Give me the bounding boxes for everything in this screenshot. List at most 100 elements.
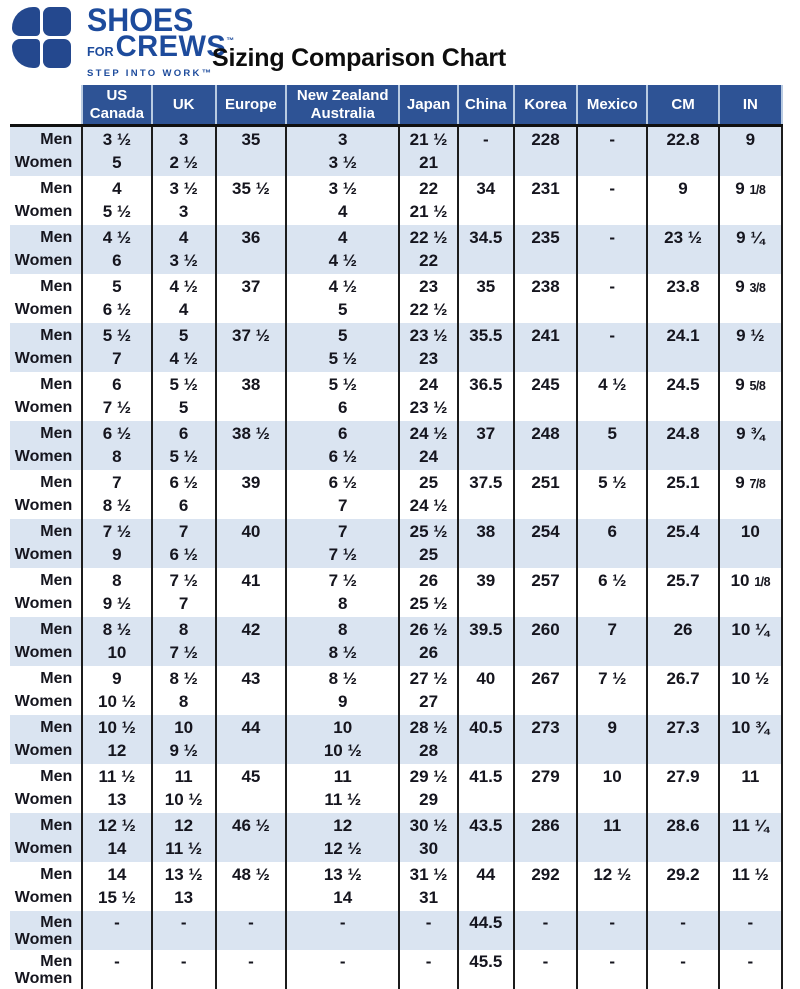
column-header-cm: CM <box>646 85 720 127</box>
women-value <box>720 932 781 950</box>
women-value: 27 <box>419 692 439 711</box>
cell-korea: 245 <box>512 372 578 421</box>
women-value <box>459 740 513 764</box>
women-value: 5 ½ <box>169 447 198 466</box>
column-header-new-zealand-australia: New Zealand Australia <box>285 85 401 127</box>
cell-cm: 25.7 <box>646 568 719 617</box>
women-value: 28 <box>419 741 439 760</box>
men-value: 9 1/8 <box>735 179 766 198</box>
cell-korea: 273 <box>512 715 578 764</box>
men-value: 4 <box>112 179 122 198</box>
row-label: Men Women <box>10 470 82 519</box>
women-value <box>459 932 513 950</box>
row-label-women: Women <box>14 693 73 710</box>
row-label: Men Women <box>10 176 82 225</box>
women-value: 6 <box>338 398 348 417</box>
cell-japan: - <box>398 911 458 950</box>
cell-korea: 235 <box>512 225 578 274</box>
women-value <box>459 152 513 176</box>
row-label-women: Women <box>14 350 73 367</box>
women-value <box>648 152 717 176</box>
row-label: Men Women <box>10 225 82 274</box>
men-value: - <box>680 913 686 932</box>
cell-mexico: 5 ½ <box>576 470 648 519</box>
men-value: 7 <box>607 620 617 639</box>
row-label-women: Women <box>14 497 73 514</box>
row-label: Men Women <box>10 126 82 177</box>
men-value: 8 ½ <box>102 620 132 639</box>
cell-cm: - <box>646 950 719 989</box>
women-value <box>217 838 285 862</box>
women-value: 5 ½ <box>328 349 357 368</box>
men-value: 45 <box>241 767 261 786</box>
women-value <box>578 152 646 176</box>
women-value <box>515 691 576 715</box>
men-value: 29 ½ <box>409 767 448 786</box>
women-value: 9 ½ <box>102 594 132 613</box>
men-value: 4 <box>178 228 189 247</box>
women-value <box>515 299 576 323</box>
cell-korea: 251 <box>512 470 578 519</box>
women-value: 10 ½ <box>323 741 362 760</box>
cell-korea: 248 <box>512 421 578 470</box>
women-value <box>720 152 781 176</box>
row-label-men: Men <box>40 670 73 687</box>
cell-china: 38 <box>456 519 514 568</box>
women-value <box>459 789 513 813</box>
cell-japan: 26 ½ 26 <box>398 617 458 666</box>
women-value <box>515 887 576 911</box>
women-value: 7 <box>338 496 348 515</box>
women-value: 12 ½ <box>323 839 362 858</box>
men-value: 5 ½ <box>169 375 198 394</box>
cell-cm: 24.8 <box>646 421 719 470</box>
women-value <box>515 740 576 764</box>
cell-japan: 24 ½ 24 <box>398 421 458 470</box>
sizing-comparison-table: US Canada UK Europe New Zealand Australia Japa… <box>10 85 784 989</box>
men-value: 12 <box>174 816 194 835</box>
women-value <box>578 971 646 989</box>
men-value: 9 ¼ <box>736 228 765 247</box>
cell-mexico: 6 <box>576 519 648 568</box>
cell-china: 37.5 <box>456 470 514 519</box>
cell-us-canada: 10 ½ 12 <box>81 715 152 764</box>
men-value: 11 <box>741 767 760 786</box>
men-value: 3 <box>338 130 348 149</box>
women-value <box>648 299 717 323</box>
men-value: 5 <box>338 326 348 345</box>
men-value: 5 <box>112 277 122 296</box>
row-label-women: Women <box>14 399 73 416</box>
men-value: 8 <box>112 571 122 590</box>
men-value: 9 ¾ <box>736 424 765 443</box>
cell-china: 39.5 <box>456 617 514 666</box>
men-value: 257 <box>531 571 560 590</box>
logo-word-crews: CREWS <box>115 30 227 63</box>
women-value <box>648 838 717 862</box>
women-value <box>217 201 285 225</box>
women-value <box>648 544 717 568</box>
men-value: - <box>339 952 346 971</box>
cell-japan: 25 ½ 25 <box>398 519 458 568</box>
men-value: 7 ½ <box>169 571 198 590</box>
cell-new-zealand-australia: 12 12 ½ <box>285 813 400 862</box>
row-label: Men Women <box>10 519 82 568</box>
women-value <box>720 201 781 225</box>
men-value: 44 <box>241 718 261 737</box>
men-value: 6 <box>178 424 189 443</box>
row-label-women: Women <box>14 595 73 612</box>
women-value: 7 ½ <box>169 643 198 662</box>
women-value <box>648 932 717 950</box>
women-value: 22 <box>419 251 439 270</box>
men-value: 25 <box>419 473 439 492</box>
table-row-17: Men Women - - - - - 44.5 - - - - <box>10 911 784 950</box>
men-value: 9 5/8 <box>735 375 766 394</box>
